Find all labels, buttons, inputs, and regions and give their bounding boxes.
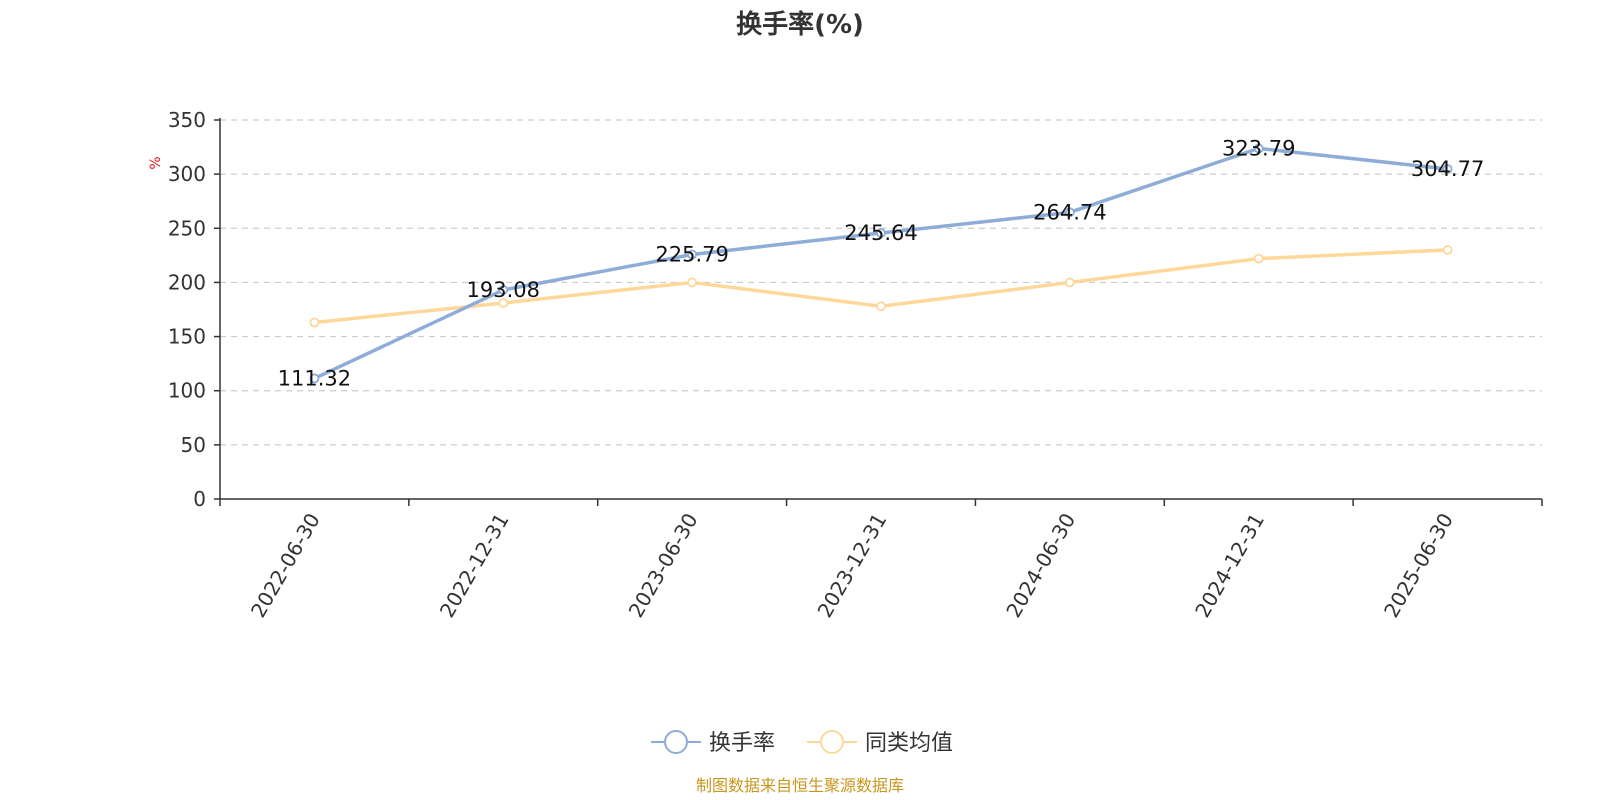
y-tick-label: 100 — [168, 379, 206, 403]
y-tick-label: 300 — [168, 162, 206, 186]
grid-lines — [220, 119, 1542, 446]
legend-marker — [820, 730, 844, 754]
x-tick-label: 2025-06-30 — [1379, 509, 1458, 622]
x-tick-label: 2022-06-30 — [246, 509, 325, 622]
data-point — [687, 249, 698, 260]
x-tick-label: 2023-12-31 — [812, 509, 891, 622]
data-label: 264.74 — [1033, 200, 1106, 224]
source-note: 制图数据来自恒生聚源数据库 — [696, 776, 904, 795]
x-tick-label: 2023-06-30 — [624, 509, 703, 622]
series-1 — [309, 245, 1453, 328]
legend-label: 同类均值 — [865, 731, 953, 756]
data-point — [876, 228, 886, 238]
data-point — [1253, 253, 1264, 264]
y-tick-label: 250 — [168, 216, 206, 240]
data-point — [1064, 207, 1075, 218]
data-label: 245.64 — [844, 221, 917, 245]
x-tick-label: 2024-06-30 — [1001, 509, 1080, 622]
legend: 换手率 同类均值 — [651, 730, 953, 756]
series-layer — [309, 143, 1453, 384]
data-label: 323.79 — [1222, 136, 1295, 160]
data-point — [309, 373, 320, 384]
data-point — [1442, 164, 1453, 174]
y-tick-label: 50 — [181, 433, 206, 457]
legend-item-0: 换手率 — [651, 730, 775, 756]
x-tick-label: 2024-12-31 — [1190, 509, 1269, 622]
legend-item-1: 同类均值 — [807, 730, 953, 756]
series-line — [312, 146, 1450, 381]
data-point — [1064, 277, 1075, 288]
data-point — [1442, 245, 1453, 255]
axes: 0 50 100 150 200 250 300 350 2022-06-30 2022-12-3… — [168, 108, 1543, 622]
y-tick-label: 200 — [168, 270, 206, 294]
data-label: 111.32 — [278, 366, 351, 390]
data-point — [687, 277, 698, 288]
data-point — [876, 301, 886, 312]
legend-marker — [664, 730, 688, 754]
data-point — [498, 298, 509, 308]
data-point — [309, 317, 320, 328]
series-0 — [309, 143, 1453, 384]
y-tick-label: 350 — [168, 108, 206, 132]
legend-label: 换手率 — [709, 731, 775, 756]
chart-title: 换手率(%) — [736, 9, 864, 40]
y-axis-unit: % — [148, 156, 164, 169]
y-tick-label: 150 — [168, 325, 206, 349]
data-label: 304.77 — [1411, 157, 1484, 181]
x-tick-label: 2022-12-31 — [435, 509, 514, 622]
data-label: 225.79 — [655, 243, 728, 267]
data-point — [498, 285, 509, 295]
data-labels: 111.32 193.08 225.79 245.64 264.74 323.79 304.… — [278, 136, 1485, 390]
data-point — [1253, 143, 1264, 154]
y-tick-label: 0 — [193, 487, 206, 511]
data-label: 193.08 — [467, 278, 540, 302]
